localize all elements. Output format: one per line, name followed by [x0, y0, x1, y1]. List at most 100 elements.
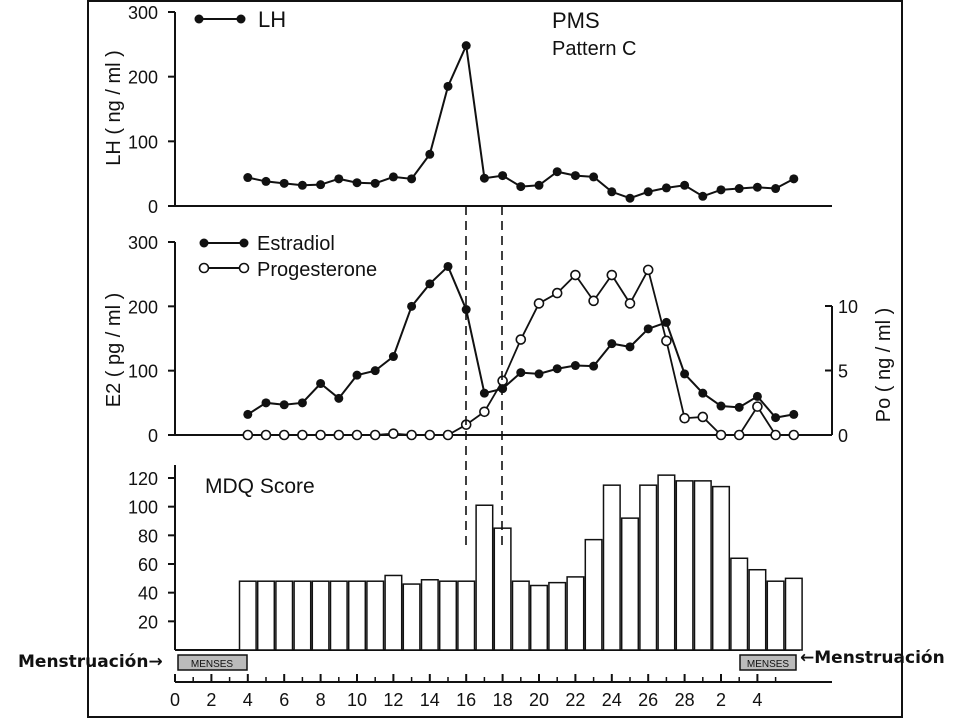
- menses-label-left: MENSES: [191, 659, 234, 670]
- lh-point: [425, 149, 435, 159]
- estradiol-point: [370, 366, 380, 376]
- mdq-ytick-label: 120: [128, 469, 158, 489]
- mdq-bar: [475, 504, 494, 651]
- progesterone-point: [424, 429, 436, 441]
- x-tick-label: 4: [752, 690, 762, 710]
- x-tick-label: 6: [279, 690, 289, 710]
- lh-point: [534, 180, 544, 190]
- e2-ytick-label: 200: [128, 297, 158, 317]
- lh-legend-marker-b: [236, 14, 246, 24]
- x-tick-label: 16: [456, 690, 476, 710]
- estradiol-point: [316, 379, 326, 389]
- menses-label-right: MENSES: [747, 659, 790, 670]
- lh-ylabel: LH ( ng / ml ): [103, 50, 125, 166]
- po-legend-label: Progesterone: [257, 259, 377, 281]
- progesterone-point: [697, 411, 709, 423]
- lh-ytick-label: 300: [128, 3, 158, 23]
- estradiol-point: [625, 342, 635, 352]
- lh-point: [443, 81, 453, 91]
- estradiol-point: [334, 393, 344, 403]
- mdq-bar: [566, 576, 585, 651]
- estradiol-point: [279, 400, 289, 410]
- chart-subtitle: Pattern C: [552, 38, 636, 60]
- progesterone-point: [297, 429, 308, 441]
- mdq-bar: [366, 580, 385, 651]
- mdq-bar: [784, 577, 803, 651]
- lh-legend-label: LH: [258, 7, 286, 32]
- lh-point: [625, 193, 635, 203]
- menstruation-annotation-right: ←Menstruación: [800, 648, 945, 668]
- estradiol-point: [243, 409, 253, 419]
- progesterone-point: [642, 264, 654, 276]
- estradiol-point: [771, 413, 781, 423]
- x-tick-label: 2: [716, 690, 726, 710]
- estradiol-point: [570, 361, 580, 371]
- mdq-ytick-label: 80: [138, 526, 158, 546]
- e2-legend-label: Estradiol: [257, 233, 335, 255]
- lh-point: [589, 172, 599, 182]
- mdq-bar: [384, 574, 403, 651]
- lh-point: [698, 191, 708, 201]
- estradiol-point: [534, 369, 544, 379]
- lh-point: [643, 187, 653, 197]
- mdq-ytick-label: 100: [128, 498, 158, 518]
- progesterone-point: [351, 429, 363, 441]
- mdq-bar: [711, 485, 731, 651]
- estradiol-point: [479, 388, 489, 398]
- hormone-panel: 0 100 200 300 0 5 10 E2 ( pg / ml ) Po ( ng /…: [103, 233, 895, 446]
- lh-point: [261, 176, 271, 186]
- estradiol-point: [752, 391, 762, 401]
- lh-point: [479, 173, 489, 183]
- mdq-bar: [457, 580, 476, 651]
- estradiol-point: [661, 317, 671, 327]
- mdq-bar: [693, 480, 712, 651]
- lh-point: [661, 183, 671, 193]
- lh-point: [552, 167, 562, 177]
- estradiol-point: [734, 402, 744, 412]
- mdq-bar: [675, 480, 694, 651]
- mdq-bar: [511, 580, 530, 651]
- estradiol-point: [425, 279, 435, 289]
- menses-box-right: [739, 654, 797, 671]
- lh-point: [734, 184, 744, 194]
- po-ytick-label: 5: [838, 362, 848, 382]
- progesterone-point: [333, 429, 345, 441]
- mdq-bar: [548, 581, 567, 651]
- e2-ytick-label: 0: [148, 426, 158, 446]
- po-legend-marker-a: [198, 262, 210, 274]
- x-tick-label: 4: [243, 690, 253, 710]
- estradiol-point: [461, 305, 471, 315]
- estradiol-point: [643, 324, 653, 334]
- x-tick-label: 8: [316, 690, 326, 710]
- progesterone-point: [406, 429, 417, 441]
- mdq-ytick-label: 60: [138, 555, 158, 575]
- mdq-bar: [493, 527, 512, 651]
- progesterone-point: [479, 406, 490, 418]
- progesterone-point: [551, 287, 563, 299]
- progesterone-point: [278, 429, 290, 441]
- mdq-bar: [420, 579, 439, 651]
- estradiol-point: [698, 388, 708, 398]
- progesterone-point: [588, 295, 599, 307]
- lh-point: [279, 178, 289, 188]
- lh-point: [370, 178, 380, 188]
- mdq-ytick-label: 20: [138, 612, 158, 632]
- estradiol-point: [443, 261, 453, 271]
- mdq-bar: [639, 484, 658, 651]
- menstruation-annotation-left: Menstruación→: [18, 652, 163, 672]
- mdq-bar: [347, 580, 367, 651]
- x-tick-label: 26: [638, 690, 658, 710]
- lh-point: [352, 178, 362, 188]
- mdq-bar: [293, 580, 312, 651]
- x-tick-label: 12: [383, 690, 403, 710]
- estradiol-point: [716, 401, 726, 411]
- lh-point: [752, 182, 762, 192]
- lh-panel: 0 100 200 300 LH ( ng / ml ) LH PMS Pattern…: [103, 3, 832, 217]
- mdq-bar: [766, 580, 785, 651]
- mdq-bar: [256, 580, 276, 651]
- progesterone-point: [515, 334, 527, 345]
- estradiol-point: [352, 370, 362, 380]
- mdq-bar: [657, 474, 676, 651]
- mdq-bar: [620, 517, 640, 651]
- x-tick-label: 28: [675, 690, 695, 710]
